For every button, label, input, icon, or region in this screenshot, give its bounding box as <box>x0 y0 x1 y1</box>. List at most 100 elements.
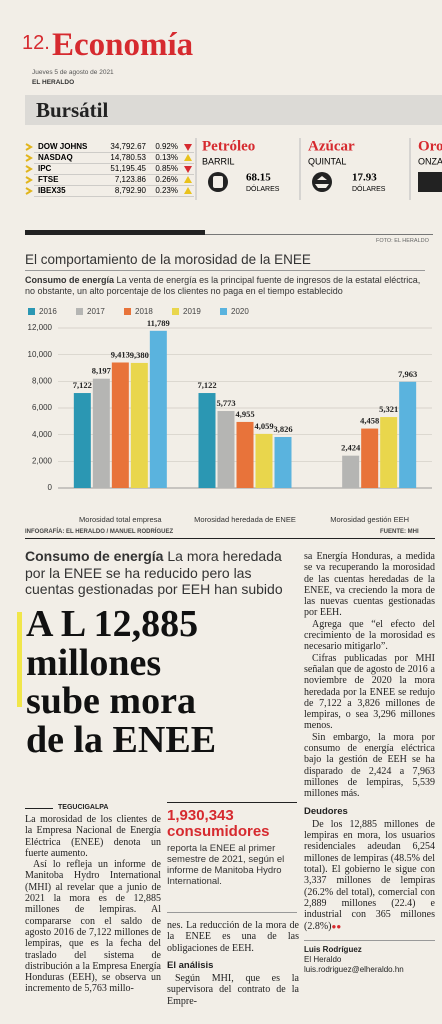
bar <box>92 378 110 488</box>
bar <box>342 455 360 488</box>
chart-source: FUENTE: MHI <box>380 529 419 535</box>
bar <box>255 433 273 488</box>
date: Jueves 5 de agosto de 2021 <box>32 69 114 76</box>
rule <box>25 538 435 539</box>
commodity-price: 68.15 <box>246 172 271 184</box>
stock-value: 51,195.45 <box>110 164 146 173</box>
commodity-name: Azúcar <box>308 138 355 154</box>
commodity-price: 17.93 <box>352 172 377 184</box>
deck-text: La mora heredada por la ENEE se ha reduc… <box>25 548 283 597</box>
headline-line: A L 12,885 <box>26 603 199 645</box>
legend-swatch <box>172 308 179 315</box>
y-tick-label: 4,000 <box>32 430 53 439</box>
legend-swatch <box>28 308 35 315</box>
publication: EL HERALDO <box>32 79 75 86</box>
x-tick-label: Morosidad total empresa <box>79 515 162 524</box>
paragraph: Sin embargo, la mora por consumo de ener… <box>304 731 435 800</box>
legend-swatch <box>124 308 131 315</box>
stock-name: NASDAQ <box>38 153 73 162</box>
sugar-icon-shape <box>315 176 329 188</box>
headline-line: de la ENEE <box>26 718 217 761</box>
direction-arrow <box>184 144 192 151</box>
highlight-marker <box>17 612 22 707</box>
y-tick-label: 2,000 <box>32 456 53 465</box>
x-tick-label: Morosidad gestión EEH <box>330 515 409 524</box>
legend-label: 2019 <box>183 307 201 316</box>
rule <box>167 802 297 803</box>
bar <box>399 381 417 488</box>
commodity-unit: ONZA <box>418 156 442 166</box>
value-label: 8,197 <box>92 366 112 376</box>
rule <box>25 230 205 235</box>
value-label: 5,321 <box>379 404 398 414</box>
legend-swatch <box>220 308 227 315</box>
stock-name: DOW JOHNS <box>38 142 88 151</box>
x-tick-label: Morosidad heredada de ENEE <box>194 515 296 524</box>
commodity-currency: DÓLARES <box>352 184 386 193</box>
value-label: 9,380 <box>130 350 149 360</box>
stock-change: 0.85% <box>155 164 178 173</box>
market-title: Bursátil <box>36 98 109 122</box>
chart-subtitle-lead: Consumo de energía <box>25 275 115 285</box>
chart-title: El comportamiento de la morosidad de la … <box>25 252 311 267</box>
legend-label: 2018 <box>135 307 153 316</box>
headline-line: sube mora <box>26 680 196 722</box>
sugar-icon <box>312 172 332 192</box>
commodity-currency: DÓLARES <box>246 184 280 193</box>
value-label: 4,458 <box>360 416 379 426</box>
bar <box>130 362 148 488</box>
stock-change: 0.13% <box>155 153 178 162</box>
paragraph: Así lo refleja un informe de Manitoba Hy… <box>25 859 161 995</box>
value-label: 5,773 <box>216 398 235 408</box>
row-marker <box>25 154 33 162</box>
legend-label: 2020 <box>231 307 249 316</box>
row-marker <box>25 176 33 184</box>
paragraph: Según MHI, que es la supervisora del con… <box>167 973 299 1007</box>
legend-label: 2016 <box>39 307 57 316</box>
chart-subtitle-text: La venta de energía es la principal fuen… <box>25 275 421 296</box>
highlight-text: reporta la ENEE al primer semestre de 20… <box>167 843 285 887</box>
direction-arrow <box>184 154 192 161</box>
stock-value: 34,792.67 <box>110 142 146 151</box>
bar <box>361 428 379 488</box>
chart: 2016 2017 2018 2019 2020 0 2,000 4,000 6,000 8,00… <box>28 307 432 524</box>
y-tick-label: 8,000 <box>32 376 53 385</box>
commodity-unit: BARRIL <box>202 156 235 166</box>
byline-author: Luis Rodríguez <box>304 944 362 954</box>
y-tick-label: 6,000 <box>32 403 53 412</box>
rule <box>25 808 53 809</box>
stock-value: 8,792.90 <box>115 186 147 195</box>
legend-label: 2017 <box>87 307 105 316</box>
value-label: 3,826 <box>273 424 292 434</box>
value-label: 4,059 <box>254 421 273 431</box>
oil-icon-shape <box>213 176 223 188</box>
market-data: DOW JOHNS 34,792.67 0.92% NASDAQ 14,780.53 0.… <box>25 138 442 200</box>
stock-value: 14,780.53 <box>110 153 146 162</box>
bar <box>149 330 167 488</box>
stock-name: IPC <box>38 164 52 173</box>
bar <box>73 393 91 488</box>
paragraph: nes. La reducción de la mora de la ENEE … <box>167 920 299 954</box>
bar <box>236 421 254 488</box>
bar <box>380 417 398 488</box>
direction-arrow <box>184 187 192 194</box>
value-label: 11,789 <box>147 318 170 328</box>
paragraph: Agrega que “el efecto del crecimiento de… <box>304 618 435 653</box>
y-tick-label: 12,000 <box>28 323 53 332</box>
rule <box>205 234 433 235</box>
y-tick-label: 0 <box>48 483 53 492</box>
end-mark: ●● <box>331 921 342 931</box>
column: nes. La reducción de la mora de la ENEE … <box>167 920 299 1007</box>
paragraph: sa Energía Honduras, a medida se va recu… <box>304 551 435 619</box>
bar <box>217 411 235 488</box>
section-title: Economía <box>52 27 194 63</box>
rule <box>25 270 425 271</box>
column: La morosidad de los clientes de la Empre… <box>25 814 161 995</box>
stock-value: 7,123.86 <box>115 175 147 184</box>
stock-change: 0.92% <box>155 142 178 151</box>
value-label: 2,424 <box>341 443 361 453</box>
stock-change: 0.23% <box>155 186 178 195</box>
byline: Luis Rodríguez El Heraldo luis.rodriguez@e… <box>304 939 435 975</box>
rule <box>167 912 297 913</box>
